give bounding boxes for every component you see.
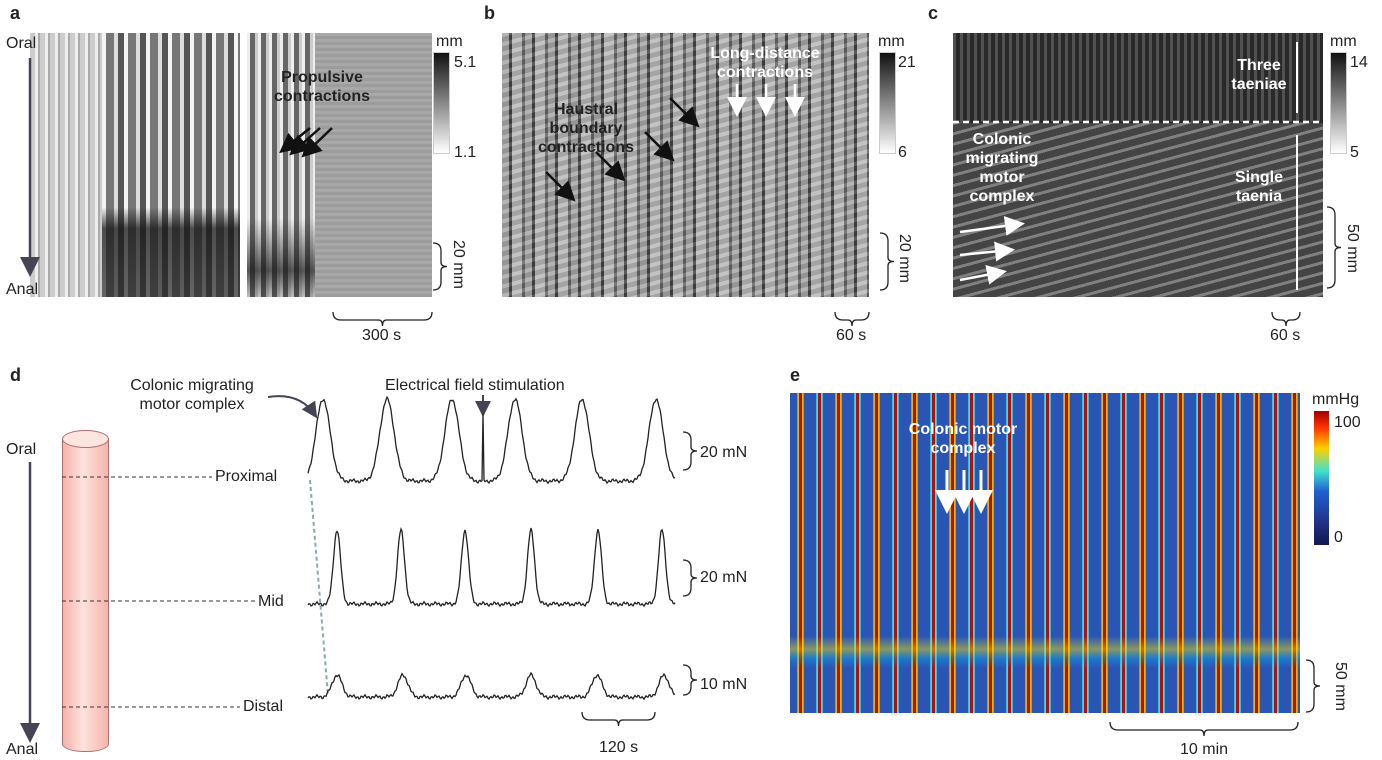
scale-bracket xyxy=(682,431,698,471)
axis-label: Oral xyxy=(6,35,37,52)
panel-label: a xyxy=(10,3,21,23)
panel-label: c xyxy=(928,3,939,23)
map-e xyxy=(790,393,1300,713)
arrow xyxy=(267,395,318,419)
scale-label: 120 s xyxy=(599,739,639,756)
axis-label: Anal xyxy=(6,741,39,758)
scale-label: 50 mm xyxy=(1344,224,1361,273)
site-label: Distal xyxy=(243,698,284,715)
colorbar-tick: 21 xyxy=(898,54,916,71)
scale-bracket xyxy=(682,664,698,696)
colorbar-c xyxy=(1330,52,1347,154)
arrow xyxy=(959,264,1007,285)
arrow xyxy=(959,216,1025,236)
annotation: Long-distance contractions xyxy=(710,45,820,81)
colorbar-b xyxy=(879,52,896,154)
colorbar-unit: mm xyxy=(1330,33,1357,50)
scale-label: 10 mN xyxy=(700,676,748,693)
map-c-texture xyxy=(953,122,1323,297)
map-a-right xyxy=(247,33,315,297)
annotation: Colonic migrating motor complex xyxy=(965,131,1039,205)
arrow xyxy=(644,131,675,162)
scale-bracket xyxy=(1271,311,1301,327)
colorbar-unit: mm xyxy=(878,33,905,50)
annotation: Propulsive contractions xyxy=(273,69,370,105)
map-a-quiet xyxy=(315,33,432,297)
colorbar-unit: mm xyxy=(436,33,463,50)
arrow xyxy=(595,151,626,182)
colorbar-tick: 1.1 xyxy=(454,144,477,161)
axis-label: Anal xyxy=(6,281,39,298)
trace xyxy=(307,671,676,701)
scale-bracket xyxy=(1326,206,1342,289)
scale-label: 20 mN xyxy=(700,569,748,586)
scale-label: 60 s xyxy=(836,327,867,344)
scale-label: 300 s xyxy=(362,327,402,344)
arrow xyxy=(959,241,1015,262)
colorbar-tick: 100 xyxy=(1334,414,1361,431)
map-a-mid xyxy=(102,33,240,297)
annotation: Electrical field stimulation xyxy=(385,377,565,394)
annotation: Three taeniae xyxy=(1231,57,1287,93)
colorbar-tick: 0 xyxy=(1334,529,1343,546)
colorbar-tick: 5 xyxy=(1350,144,1359,161)
scale-bracket xyxy=(432,242,448,291)
scale-bracket xyxy=(332,311,433,327)
scale-bracket xyxy=(834,311,870,327)
scale-bracket xyxy=(1305,659,1321,713)
annotation: Single taenia xyxy=(1234,169,1283,205)
map-b xyxy=(502,33,869,297)
map-c-top-texture xyxy=(953,33,1323,122)
panel-label: d xyxy=(10,365,21,385)
trace xyxy=(307,527,676,608)
colorbar-a xyxy=(433,52,450,154)
scale-label: 60 s xyxy=(1270,327,1301,344)
scale-label: 20 mm xyxy=(450,240,467,289)
site-label: Proximal xyxy=(215,468,278,485)
scale-bracket xyxy=(1109,721,1299,737)
scale-bracket xyxy=(879,232,895,291)
panel-label: b xyxy=(484,3,495,23)
colon-tube-top xyxy=(62,430,109,448)
scale-label: 50 mm xyxy=(1332,662,1349,711)
colorbar-tick: 5.1 xyxy=(454,54,477,71)
scale-bracket xyxy=(682,559,698,597)
colorbar-unit: mmHg xyxy=(1312,391,1360,408)
colorbar-tick: 14 xyxy=(1350,54,1368,71)
scale-label: 20 mm xyxy=(896,234,913,283)
annotation: Colonic motor complex xyxy=(908,421,1018,457)
site-label: Mid xyxy=(258,593,284,610)
colorbar-tick: 6 xyxy=(898,144,907,161)
arrow xyxy=(301,127,333,158)
scale-bracket xyxy=(581,711,656,727)
trace xyxy=(307,395,676,485)
arrow xyxy=(669,97,700,128)
propagation-line xyxy=(309,479,329,696)
panel-label: e xyxy=(790,365,801,385)
annotation: Colonic migrating motor complex xyxy=(130,377,254,413)
scale-label: 10 min xyxy=(1180,741,1229,758)
scale-label: 20 mN xyxy=(700,444,748,461)
colorbar-e xyxy=(1314,411,1329,545)
map-a-left xyxy=(30,33,102,297)
axis-label: Oral xyxy=(6,441,37,458)
arrow xyxy=(545,171,576,202)
annotation: Haustral boundary contractions xyxy=(537,101,634,156)
